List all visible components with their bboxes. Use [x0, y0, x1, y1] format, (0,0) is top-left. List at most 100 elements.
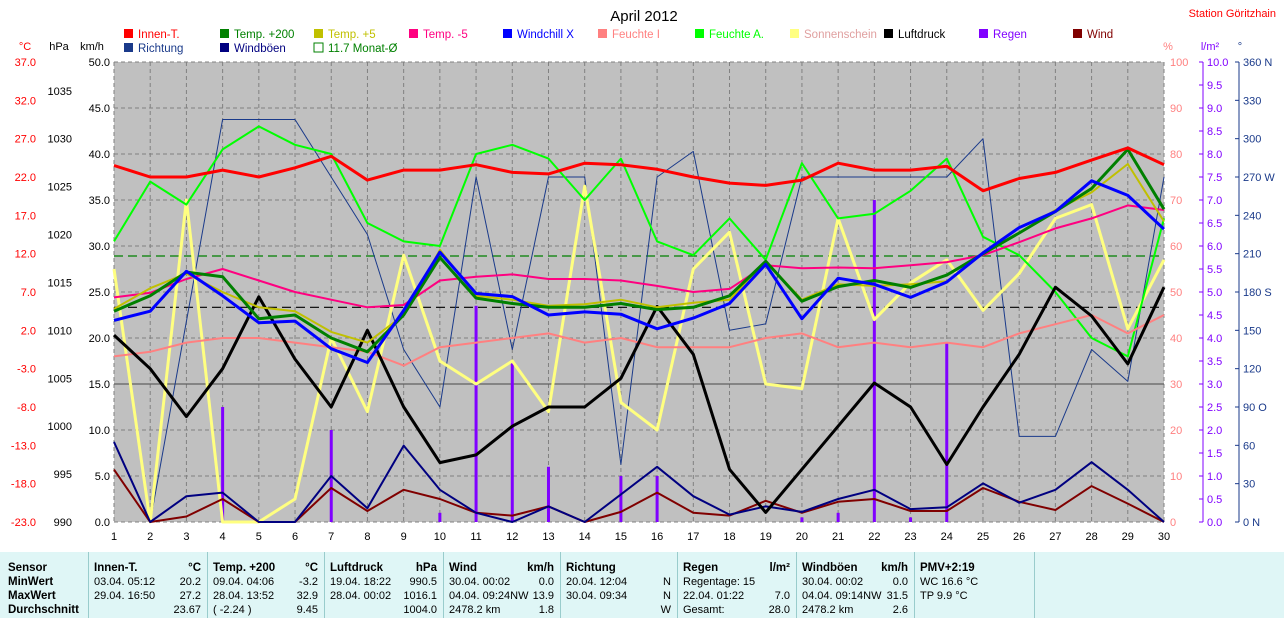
x-tick-label: 3 — [183, 531, 189, 543]
stats-column-unit: °C — [305, 562, 318, 574]
stats-row-label: Sensor — [8, 562, 47, 574]
series-line-windb-en — [113, 441, 1165, 523]
direction-tick-label: 150 — [1243, 325, 1261, 337]
temp-tick-label: 22.0 — [15, 172, 36, 184]
wind-tick-label: 50.0 — [89, 57, 110, 69]
legend-swatch — [220, 29, 229, 38]
humidity-tick-label: 30 — [1170, 379, 1182, 391]
wind-tick-label: 10.0 — [89, 425, 110, 437]
x-tick-label: 1 — [111, 531, 117, 543]
humidity-tick-label: 10 — [1170, 471, 1182, 483]
x-tick-label: 19 — [760, 531, 772, 543]
temp-tick-label: 2.0 — [21, 325, 36, 337]
legend-label: Temp. +5 — [328, 29, 376, 41]
stats-column: Richtung 20.04. 12:04 N 30.04. 09:34 N W — [560, 552, 678, 618]
stats-cell-value: N — [663, 590, 671, 602]
rain-bar — [438, 512, 442, 522]
stats-cell-value: 1016.1 — [403, 590, 437, 602]
series-line-sonnenschein — [112, 184, 1166, 524]
rain-bar — [474, 305, 478, 522]
axes: 1 2 3 4 5 6 7 8 9 10 11 12 13 14 15 16 17 18 19 20 21 22 23 24 2… — [11, 41, 1275, 543]
humidity-tick-label: 60 — [1170, 241, 1182, 253]
wind-tick-label: 35.0 — [89, 195, 110, 207]
rain-tick-label: 5.5 — [1207, 264, 1222, 276]
direction-tick-label: 180 S — [1243, 287, 1272, 299]
x-tick-label: 20 — [796, 531, 808, 543]
stats-cell-detail: 28.04. 00:02 — [330, 590, 392, 602]
stats-cell-detail: 09.04. 04:06 — [213, 576, 275, 588]
rain-bar — [909, 517, 913, 522]
wind-tick-label: 25.0 — [89, 287, 110, 299]
rain-bar — [655, 476, 659, 522]
x-tick-label: 2 — [147, 531, 153, 543]
humidity-tick-label: 80 — [1170, 149, 1182, 161]
rain-bar — [945, 342, 949, 522]
legend-swatch — [314, 29, 323, 38]
stats-column: Luftdruck hPa 19.04. 18:22 990.5 28.04. 00:0… — [324, 552, 444, 618]
direction-tick-label: 330 — [1243, 95, 1261, 107]
legend-swatch — [124, 29, 133, 38]
x-tick-label: 25 — [977, 531, 989, 543]
stats-column: Temp. +200 °C 09.04. 04:06 -3.2 28.04. 13:52… — [207, 552, 325, 618]
stats-cell-detail: Regentage: 15 — [683, 576, 756, 588]
stats-cell-detail: 22.04. 01:22 — [683, 590, 745, 602]
legend-label: Luftdruck — [898, 29, 946, 41]
temp-tick-label: -13.0 — [11, 440, 36, 452]
stats-cell-value: 990.5 — [409, 576, 437, 588]
legend-label: Windböen — [234, 43, 286, 55]
stats-cell-value: 0.0 — [892, 576, 908, 588]
rain-tick-label: 0.5 — [1207, 494, 1222, 506]
legend-label: Windchill X — [517, 29, 574, 41]
rain-tick-label: 8.0 — [1207, 149, 1222, 161]
temp-tick-label: 17.0 — [15, 210, 36, 222]
stats-column: Windböen km/h 30.04. 00:02 0.0 04.04. 09:14N… — [796, 552, 915, 618]
legend-label: Regen — [993, 29, 1027, 41]
rain-tick-label: 1.0 — [1207, 471, 1222, 483]
legend-swatch — [598, 29, 607, 38]
stats-cell-detail: 20.04. 12:04 — [566, 576, 628, 588]
temp-tick-label: 27.0 — [15, 134, 36, 146]
legend-swatch — [884, 29, 893, 38]
rain-tick-label: 7.0 — [1207, 195, 1222, 207]
stats-cell-value: 28.0 — [768, 604, 790, 616]
pressure-tick-label: 1010 — [48, 325, 72, 337]
pressure-tick-label: 1000 — [48, 421, 72, 433]
pressure-tick-label: 995 — [54, 469, 72, 481]
chart-title: April 2012 — [610, 8, 678, 25]
stats-cell-value: 27.2 — [179, 590, 201, 602]
legend: Innen-T. Temp. +200 Temp. +5 Temp. -5 Windch… — [124, 29, 1113, 55]
rain-tick-label: 6.0 — [1207, 241, 1222, 253]
series-line-windchill-x — [113, 179, 1166, 364]
direction-tick-label: 0 N — [1243, 517, 1260, 529]
stats-column-unit: km/h — [881, 562, 908, 574]
stats-column-title: Luftdruck — [330, 562, 384, 574]
wind-tick-label: 0.0 — [95, 517, 110, 529]
x-tick-label: 18 — [723, 531, 735, 543]
humidity-tick-label: 40 — [1170, 333, 1182, 345]
temp-tick-label: -23.0 — [11, 517, 36, 529]
x-tick-label: 14 — [579, 531, 591, 543]
x-tick-label: 5 — [256, 531, 262, 543]
legend-swatch — [503, 29, 512, 38]
stats-cell-value: 31.5 — [886, 590, 908, 602]
x-tick-label: 11 — [470, 531, 481, 543]
humidity-tick-label: 50 — [1170, 287, 1182, 299]
stats-cell-value: 20.2 — [179, 576, 201, 588]
legend-label: Temp. -5 — [423, 29, 468, 41]
wind-tick-label: 20.0 — [89, 333, 110, 345]
x-tick-label: 21 — [832, 531, 844, 543]
pressure-tick-label: 1030 — [48, 134, 72, 146]
x-tick-label: 28 — [1085, 531, 1097, 543]
stats-cell-detail: ( -2.24 ) — [213, 604, 252, 616]
legend-label: 11.7 Monat-Ø — [328, 43, 398, 55]
rain-tick-label: 9.0 — [1207, 103, 1222, 115]
stats-cell-value: 9.45 — [296, 604, 318, 616]
stats-cell-detail: 19.04. 18:22 — [330, 576, 392, 588]
temp-tick-label: 7.0 — [21, 287, 36, 299]
humidity-tick-label: 70 — [1170, 195, 1182, 207]
x-tick-label: 30 — [1158, 531, 1170, 543]
rain-bar — [872, 200, 876, 522]
stats-cell-value: N — [663, 576, 671, 588]
rain-tick-label: 5.0 — [1207, 287, 1222, 299]
series-line-luftdruck — [112, 285, 1166, 514]
